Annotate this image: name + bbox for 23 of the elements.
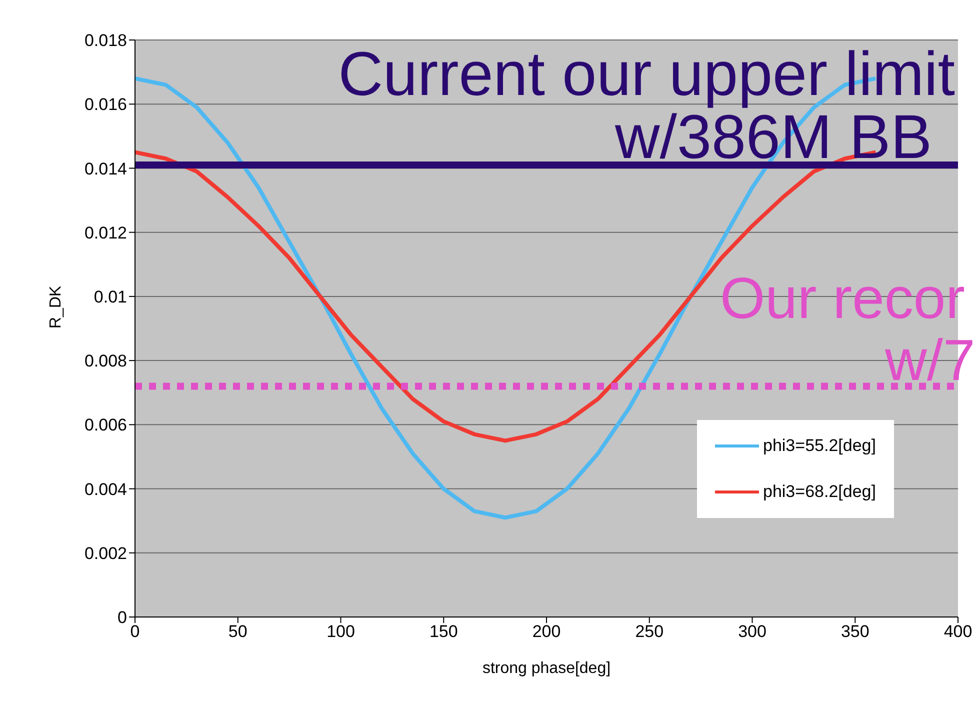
- x-tick-label: 100: [326, 622, 355, 642]
- x-tick-label: 300: [738, 622, 766, 642]
- x-tick-label: 200: [532, 622, 561, 642]
- y-tick-label: 0.016: [84, 95, 127, 114]
- x-tick-label: 250: [635, 622, 664, 642]
- x-tick-label: 0: [130, 622, 140, 642]
- y-tick-label: 0.014: [84, 159, 127, 178]
- y-tick-label: 0.008: [84, 352, 127, 371]
- legend-label: phi3=68.2[deg]: [763, 482, 876, 502]
- y-tick-label: 0.006: [84, 416, 127, 435]
- x-axis-title: strong phase[deg]: [482, 660, 611, 677]
- y-tick-label: 0: [118, 608, 127, 628]
- x-tick-label: 400: [944, 622, 972, 642]
- y-axis-title: R_DK: [48, 285, 65, 328]
- x-tick-label: 350: [840, 622, 870, 642]
- y-tick-label: 0.002: [84, 544, 127, 563]
- y-tick-label: 0.004: [84, 480, 127, 499]
- x-tick-label: 150: [429, 622, 458, 642]
- y-tick-label: 0.01: [94, 287, 127, 306]
- y-tick-label: 0.012: [84, 223, 127, 242]
- y-tick-label: 0.018: [84, 31, 127, 50]
- x-tick-label: 50: [228, 622, 248, 642]
- legend-label: phi3=55.2[deg]: [763, 436, 876, 456]
